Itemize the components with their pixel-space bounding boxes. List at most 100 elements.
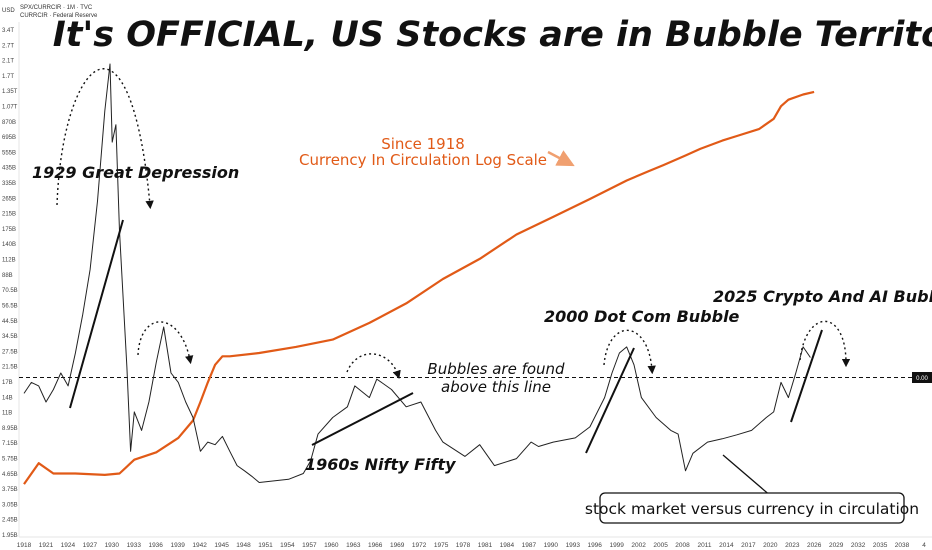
bubbles-label-line1: Bubbles are found: [427, 360, 565, 378]
header-symbol: SPX/CURRCIR · 1M · TVC: [20, 5, 93, 11]
y-tick-label: 44.5B: [2, 319, 18, 325]
y-tick-label: 112B: [2, 258, 16, 264]
x-tick-label: 2035: [873, 542, 888, 549]
x-tick-label: 1984: [500, 542, 515, 549]
x-tick-label: 1921: [39, 542, 54, 549]
currency-log-scale-label: Currency In Circulation Log Scale: [299, 151, 547, 169]
y-tick-label: 34.5B: [2, 334, 18, 340]
label-1960s-nifty-fifty: 1960s Nifty Fifty: [305, 455, 456, 474]
y-tick-label: 7.15B: [2, 441, 18, 447]
x-tick-labels: 1918 1921 1924 1927 1930 1933 1936 1939 1942 1945…: [17, 542, 926, 549]
y-tick-label: 11B: [2, 411, 12, 417]
arc-2025: [799, 320, 851, 368]
x-tick-label: 1993: [566, 542, 581, 549]
x-tick-label: 1969: [390, 542, 405, 549]
x-tick-label: 2020: [763, 542, 778, 549]
x-tick-label: 1945: [214, 542, 229, 549]
orange-arrow: [547, 150, 575, 167]
x-tick-label: 2011: [698, 542, 712, 549]
x-tick-label: 2008: [675, 542, 690, 549]
y-tick-label: 1.07T: [2, 105, 18, 111]
x-tick-label: 4: [922, 542, 926, 549]
series-line-currency: [23, 90, 815, 485]
series-layer: [23, 63, 815, 485]
label-2000-dot-com: 2000 Dot Com Bubble: [544, 307, 740, 326]
y-tick-label: 335B: [2, 181, 16, 187]
arc-2000: [603, 329, 656, 375]
x-tick-label: 1972: [412, 542, 427, 549]
trendline-1960s: [311, 392, 414, 446]
y-tick-label: 555B: [2, 150, 16, 156]
x-tick-label: 1948: [236, 542, 251, 549]
bubbles-label-line2: above this line: [441, 378, 551, 396]
y-tick-label: 140B: [2, 242, 16, 248]
x-tick-label: 1978: [456, 542, 471, 549]
x-tick-label: 1960: [324, 542, 339, 549]
y-tick-label: 2.7T: [2, 43, 14, 49]
x-tick-label: 1936: [148, 542, 163, 549]
y-tick-label: 17B: [2, 380, 13, 386]
y-tick-label: 1.95B: [2, 533, 18, 539]
x-tick-label: 1990: [544, 542, 559, 549]
x-tick-label: 1987: [522, 542, 537, 549]
x-tick-label: 2005: [653, 542, 668, 549]
series-line-ratio: [23, 63, 811, 483]
y-tick-label: 265B: [2, 196, 16, 202]
x-tick-label: 2023: [785, 542, 800, 549]
y-tick-label: 56.5B: [2, 304, 18, 310]
x-tick-label: 1918: [17, 542, 32, 549]
x-tick-label: 2002: [631, 542, 646, 549]
x-tick-label: 2014: [719, 542, 734, 549]
x-tick-label: 2029: [829, 542, 844, 549]
x-tick-label: 1954: [280, 542, 295, 549]
trendline-2000: [585, 347, 635, 454]
y-tick-label: 21.5B: [2, 365, 18, 371]
y-tick-label: 1.7T: [2, 74, 14, 80]
y-tick-label: 3.75B: [2, 487, 18, 493]
x-tick-label: 1999: [609, 542, 624, 549]
x-tick-label: 2032: [851, 542, 866, 549]
y-tick-label: 2.45B: [2, 518, 18, 524]
y-tick-label: 3.4T: [2, 28, 14, 34]
y-tick-label: 5.75B: [2, 457, 18, 463]
x-tick-label: 2038: [895, 542, 910, 549]
arc-1960s: [346, 353, 401, 379]
x-tick-label: 1996: [587, 542, 602, 549]
x-tick-label: 1975: [434, 542, 449, 549]
x-tick-label: 1966: [368, 542, 383, 549]
x-tick-label: 1930: [105, 542, 120, 549]
trendline-2025: [790, 329, 823, 423]
x-tick-label: 1981: [478, 542, 493, 549]
label-1929-great-depression: 1929 Great Depression: [32, 163, 239, 182]
reference-value-badge: [912, 372, 932, 383]
y-tick-label: 870B: [2, 120, 16, 126]
y-tick-label: 8.95B: [2, 426, 18, 432]
label-2025-crypto-ai: 2025 Crypto And AI Bubble: [713, 287, 932, 306]
x-tick-label: 1963: [346, 542, 361, 549]
y-tick-label: 14B: [2, 395, 13, 401]
callout-text: stock market versus currency in circulat…: [585, 500, 919, 518]
y-tick-label: 215B: [2, 212, 16, 218]
callout-box: [599, 492, 905, 524]
x-tick-label: 1957: [302, 542, 317, 549]
arc-1929: [56, 68, 154, 210]
y-tick-label: 175B: [2, 227, 16, 233]
y-tick-label: 4.65B: [2, 472, 18, 478]
y-tick-label: 3.05B: [2, 502, 18, 508]
header-source: CURRCIR · Federal Reserve: [20, 13, 98, 19]
reference-value-label: 0.00: [916, 376, 928, 382]
arc-1937: [137, 321, 194, 365]
x-tick-label: 1933: [127, 542, 142, 549]
y-tick-labels: 3.4T 2.7T 2.1T 1.7T 1.35T 1.07T 870B 695B 555B 43…: [2, 28, 18, 539]
y-tick-label: 70.5B: [2, 288, 18, 294]
y-tick-label: 435B: [2, 166, 16, 172]
x-tick-label: 1942: [192, 542, 207, 549]
callout-pointer: [722, 454, 773, 498]
y-tick-label: 88B: [2, 273, 13, 279]
x-tick-label: 2026: [807, 542, 822, 549]
x-tick-label: 1924: [61, 542, 76, 549]
y-tick-label: 27.5B: [2, 349, 18, 355]
x-tick-label: 1939: [170, 542, 185, 549]
